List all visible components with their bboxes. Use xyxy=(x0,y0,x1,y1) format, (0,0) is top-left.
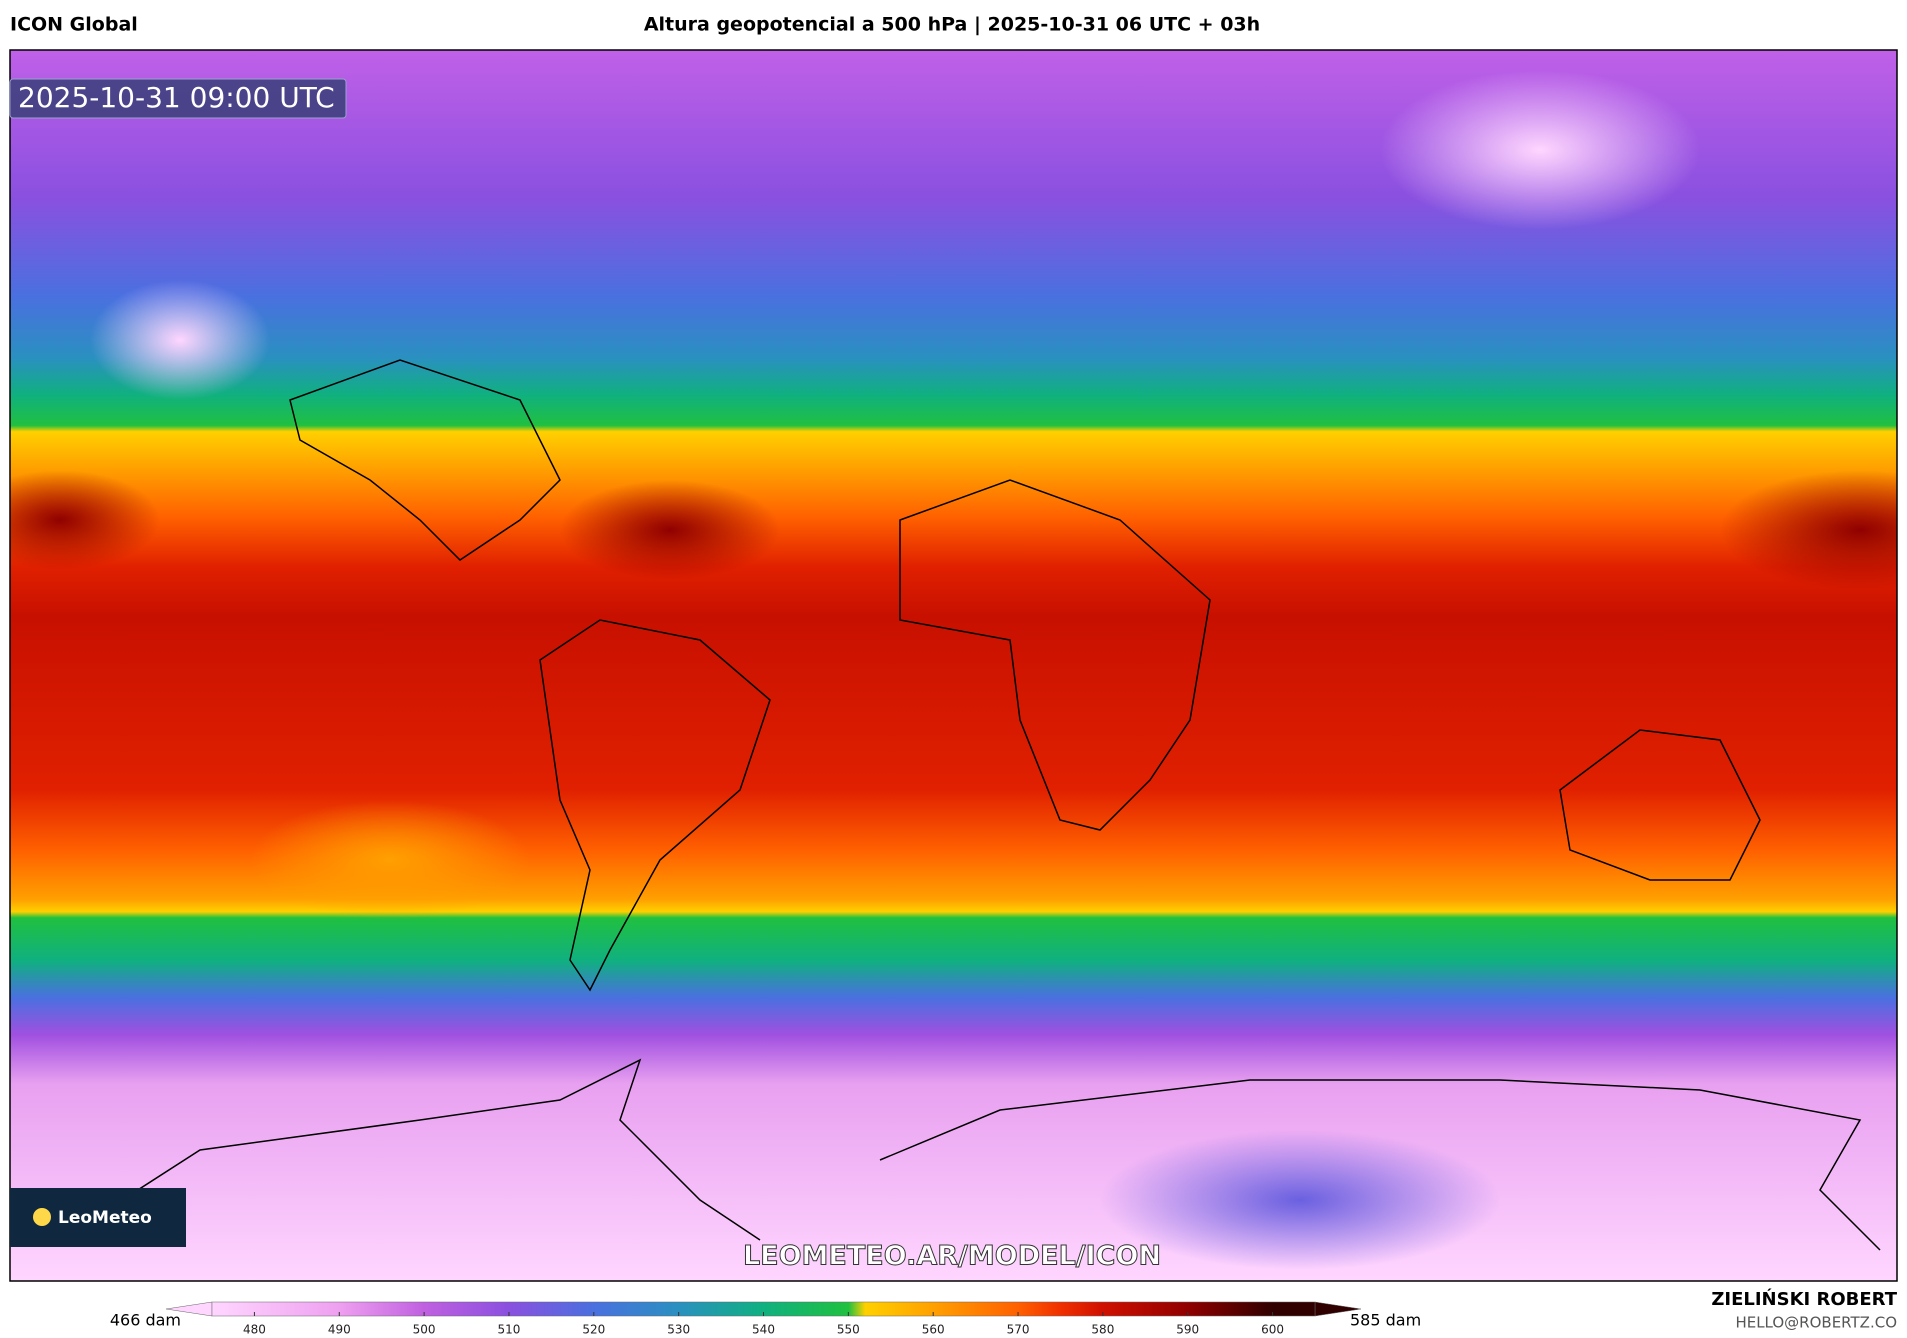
colorbar-tick-label: 550 xyxy=(837,1323,860,1337)
colorbar-tick-label: 590 xyxy=(1176,1323,1199,1337)
watermark: LEOMETEO.AR/MODEL/ICON xyxy=(743,1241,1161,1272)
map-field xyxy=(10,50,1897,1281)
timestamp-box xyxy=(9,78,347,119)
colorbar-tick-label: 600 xyxy=(1261,1323,1284,1337)
colorbar-tick-label: 560 xyxy=(922,1323,945,1337)
colorbar-tick-label: 570 xyxy=(1007,1323,1030,1337)
timestamp: 2025-10-31 09:00 UTC xyxy=(18,81,335,114)
colorbar-tick-label: 530 xyxy=(667,1323,690,1337)
logo: LeoMeteo xyxy=(58,1208,152,1228)
colorbar-tick-label: 480 xyxy=(243,1323,266,1337)
colorbar-tick-label: 540 xyxy=(752,1323,775,1337)
model-name: ICON Global xyxy=(10,14,138,36)
colorbar-min: 466 dam xyxy=(110,1311,181,1330)
colorbar-tick-label: 580 xyxy=(1091,1323,1114,1337)
colorbar-tick-label: 510 xyxy=(498,1323,521,1337)
email: HELLO@ROBERTZ.CO xyxy=(1735,1314,1897,1332)
colorbar-tick-label: 520 xyxy=(582,1323,605,1337)
map-title: Altura geopotencial a 500 hPa | 2025-10-… xyxy=(644,14,1260,36)
colorbar-max: 585 dam xyxy=(1350,1311,1421,1330)
map-frame xyxy=(9,49,1898,1282)
colorbar-tick-label: 490 xyxy=(328,1323,351,1337)
logo-sun xyxy=(33,1208,51,1226)
author: ZIELIŃSKI ROBERT xyxy=(1711,1288,1897,1310)
colorbar-tick-label: 500 xyxy=(413,1323,436,1337)
